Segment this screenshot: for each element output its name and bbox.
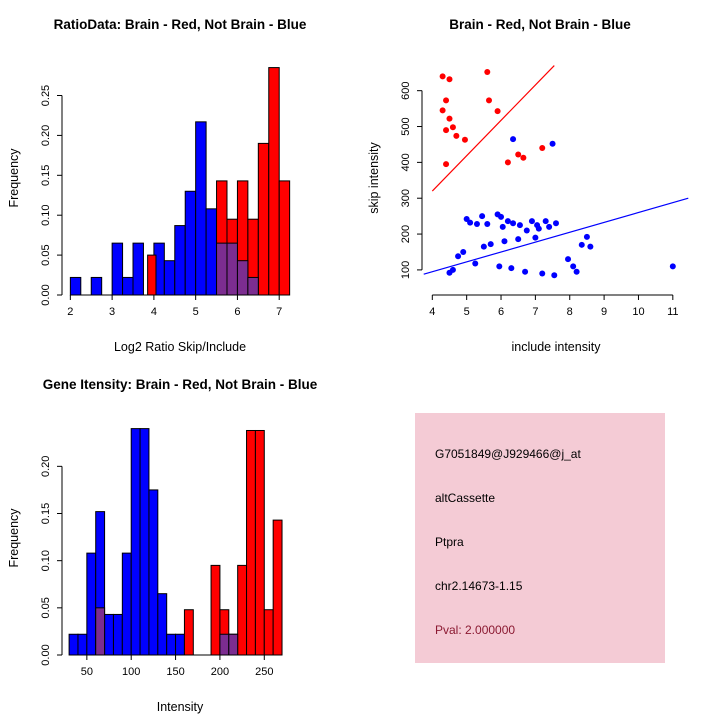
svg-text:0.25: 0.25 — [40, 85, 52, 106]
svg-text:0.20: 0.20 — [40, 125, 52, 146]
gene-histogram-title: Gene Itensity: Brain - Red, Not Brain - … — [42, 377, 318, 392]
chromosome-locus-text: chr2.14673-1.15 — [435, 579, 523, 593]
splice-event-type-text: altCassette — [435, 491, 496, 505]
svg-text:5: 5 — [464, 306, 470, 318]
svg-text:7: 7 — [276, 306, 282, 318]
svg-text:250: 250 — [255, 666, 273, 678]
series-not-brain-blue- — [446, 136, 676, 279]
scatter-xlabel: include intensity — [511, 340, 601, 354]
svg-text:150: 150 — [166, 666, 184, 678]
svg-text:100: 100 — [122, 666, 140, 678]
pval-text: Pval: 2.000000 — [435, 623, 516, 637]
panel-intensity-scatter: Brain - Red, Not Brain - Blue 4 5 6 7 8 9 10 11… — [360, 0, 720, 360]
probe-id-text: G7051849@J929466@j_at — [435, 447, 581, 461]
ratio-histogram-ylabel: Frequency — [7, 148, 21, 208]
ratio-histogram-title: RatioData: Brain - Red, Not Brain - Blue — [53, 17, 307, 32]
tick-labels: 2 3 4 5 6 7 0.00 0.05 0.10 0.15 0.20 0.25 — [40, 85, 282, 318]
scatter-ylabel: skip intensity — [367, 142, 381, 214]
svg-text:11: 11 — [667, 306, 678, 318]
svg-text:0.00: 0.00 — [40, 284, 52, 305]
svg-text:0.15: 0.15 — [40, 165, 52, 186]
brain-fit-line — [431, 65, 555, 192]
intensity-scatter-plot: 4 5 6 7 8 9 10 11 100 200 300 400 500 600 — [400, 65, 689, 318]
svg-text:200: 200 — [400, 225, 412, 243]
svg-text:8: 8 — [567, 306, 573, 318]
svg-text:100: 100 — [400, 261, 412, 279]
axes — [417, 90, 674, 300]
ratio-histogram-xlabel: Log2 Ratio Skip/Include — [113, 340, 247, 354]
series-overlap-purple- — [95, 607, 239, 656]
gene-symbol-text: Ptpra — [435, 535, 464, 549]
scatter-title: Brain - Red, Not Brain - Blue — [449, 17, 631, 32]
svg-text:6: 6 — [498, 306, 504, 318]
svg-text:0.00: 0.00 — [40, 644, 52, 665]
series-brain-red- — [183, 429, 283, 656]
svg-text:0.05: 0.05 — [40, 597, 52, 618]
svg-text:500: 500 — [400, 117, 412, 135]
not-brain-fit-line — [423, 197, 689, 275]
svg-text:0.10: 0.10 — [40, 550, 52, 571]
svg-text:3: 3 — [109, 306, 115, 318]
svg-text:0.20: 0.20 — [40, 456, 52, 477]
tick-labels: 4 5 6 7 8 9 10 11 100 200 300 400 500 600 — [400, 81, 679, 318]
gene-histogram-ylabel: Frequency — [7, 508, 21, 568]
svg-text:0.05: 0.05 — [40, 244, 52, 265]
svg-text:400: 400 — [400, 153, 412, 171]
svg-text:0.10: 0.10 — [40, 204, 52, 225]
gene-intensity-histogram-plot: 50 100 150 200 250 0.00 0.05 0.10 0.15 0.20 — [40, 428, 283, 678]
series-brain-red- — [439, 69, 546, 168]
panel-ratio-histogram: RatioData: Brain - Red, Not Brain - Blue… — [0, 0, 360, 360]
tick-labels: 50 100 150 200 250 0.00 0.05 0.10 0.15 0.20 — [40, 456, 273, 678]
svg-text:200: 200 — [211, 666, 229, 678]
panel-gene-intensity-histogram: Gene Itensity: Brain - Red, Not Brain - … — [0, 360, 360, 720]
svg-text:7: 7 — [532, 306, 538, 318]
panel-gene-info: G7051849@J929466@j_at altCassette Ptpra … — [360, 360, 720, 720]
svg-text:10: 10 — [632, 306, 644, 318]
svg-text:6: 6 — [234, 306, 240, 318]
svg-text:50: 50 — [81, 666, 93, 678]
ratio-histogram-plot: 2 3 4 5 6 7 0.00 0.05 0.10 0.15 0.20 0.25 — [40, 67, 291, 318]
series-not-brain-blue- — [68, 428, 239, 656]
svg-text:300: 300 — [400, 189, 412, 207]
svg-text:4: 4 — [429, 306, 435, 318]
svg-text:2: 2 — [67, 306, 73, 318]
svg-text:0.15: 0.15 — [40, 503, 52, 524]
gene-info-box: G7051849@J929466@j_at altCassette Ptpra … — [415, 413, 665, 663]
series-overlap-purple- — [216, 242, 259, 296]
svg-text:4: 4 — [151, 306, 157, 318]
svg-text:5: 5 — [193, 306, 199, 318]
svg-text:9: 9 — [601, 306, 607, 318]
svg-text:600: 600 — [400, 81, 412, 99]
gene-histogram-xlabel: Intensity — [156, 700, 204, 714]
